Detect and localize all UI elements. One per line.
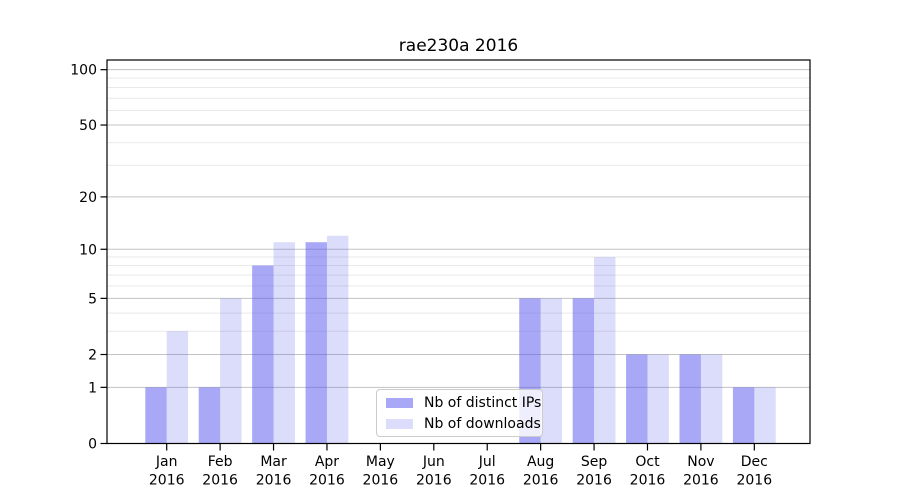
x-tick-label-month: Aug	[527, 454, 554, 470]
x-tick-label-month: Feb	[208, 454, 233, 470]
bar-downloads	[647, 354, 669, 444]
bar-distinct-ips	[626, 354, 648, 444]
x-tick-label-year: 2016	[576, 473, 612, 489]
plot-border	[106, 59, 811, 445]
x-tick-label-month: Jan	[155, 454, 178, 470]
y-tick-label: 10	[79, 242, 97, 258]
y-tick-label: 20	[79, 190, 97, 206]
legend-item-downloads: Nb of downloads	[386, 415, 541, 432]
bar-distinct-ips	[252, 265, 274, 444]
bar-downloads	[326, 235, 349, 444]
bar-downloads	[220, 298, 242, 444]
x-tick-label-month: Sep	[581, 454, 608, 470]
legend-label-distinct-ips: Nb of distinct IPs	[424, 394, 542, 411]
legend: Nb of distinct IPs Nb of downloads	[376, 389, 543, 437]
x-tick-label-month: Mar	[260, 454, 287, 470]
x-tick-label-month: Dec	[741, 454, 768, 470]
bar-distinct-ips	[305, 242, 327, 444]
bar-downloads	[273, 242, 295, 444]
y-tick-label: 100	[70, 63, 97, 79]
bar-downloads	[540, 298, 563, 444]
x-tick-label-year: 2016	[256, 473, 292, 489]
y-tick-label: 1	[88, 380, 97, 396]
y-tick-label: 50	[79, 118, 97, 134]
x-tick-label-month: May	[366, 454, 395, 470]
x-tick-label-month: Apr	[315, 454, 339, 470]
bar-downloads	[594, 256, 616, 444]
x-tick-label-month: Oct	[635, 454, 660, 470]
x-tick-label-year: 2016	[363, 473, 399, 489]
y-tick-label: 2	[88, 348, 97, 364]
legend-item-distinct-ips: Nb of distinct IPs	[386, 394, 541, 411]
y-tick-label: 0	[88, 437, 97, 453]
x-tick-label-month: Jun	[422, 454, 445, 470]
legend-label-downloads: Nb of downloads	[424, 415, 541, 432]
bar-distinct-ips	[572, 298, 595, 444]
y-tick-label: 5	[88, 291, 97, 307]
chart-title: rae230a 2016	[398, 36, 519, 56]
legend-swatch-downloads	[386, 418, 413, 429]
bar-downloads	[166, 331, 189, 444]
x-tick-label-year: 2016	[149, 473, 185, 489]
x-tick-label-year: 2016	[202, 473, 238, 489]
legend-swatch-distinct-ips	[386, 397, 413, 408]
x-tick-label-year: 2016	[630, 473, 666, 489]
x-tick-label-year: 2016	[416, 473, 452, 489]
bar-distinct-ips	[732, 387, 755, 444]
bar-distinct-ips	[679, 354, 701, 444]
bar-downloads	[700, 354, 723, 444]
bar-distinct-ips	[198, 387, 221, 444]
x-tick-label-month: Nov	[687, 454, 714, 470]
x-tick-label-month: Jul	[478, 454, 496, 470]
x-tick-label-year: 2016	[523, 473, 559, 489]
bar-downloads	[754, 387, 776, 444]
x-tick-label-year: 2016	[309, 473, 345, 489]
x-tick-label-year: 2016	[683, 473, 719, 489]
bar-distinct-ips	[145, 387, 167, 444]
x-tick-label-year: 2016	[469, 473, 505, 489]
x-tick-label-year: 2016	[736, 473, 772, 489]
